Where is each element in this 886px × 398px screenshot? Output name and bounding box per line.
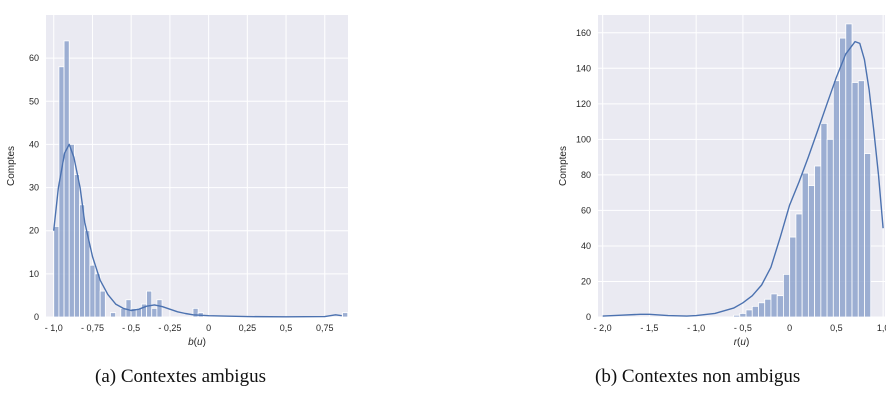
x-tick-label-a-1: - 0,75 (81, 323, 104, 333)
y-tick-label-a-4: 40 (29, 139, 39, 149)
histogram-bar-b-14 (820, 122, 828, 318)
histogram-bar-b-15 (826, 138, 834, 318)
histogram-bar-a-11 (110, 312, 117, 318)
y-tick-label-b-0: 0 (586, 312, 591, 322)
histogram-bar-b-18 (845, 23, 853, 318)
x-tick-label-a-0: - 1,0 (45, 323, 63, 333)
y-tick-label-a-0: 0 (34, 312, 39, 322)
y-tick-label-b-5: 100 (576, 134, 591, 144)
chart-a: - 1,0 - 0,75 - 0,5 - 0,25 0 0,25 0,5 0,75 0 10 20 3… (6, 15, 349, 348)
y-tick-label-b-6: 120 (576, 99, 591, 109)
histogram-bar-b-7 (776, 295, 784, 318)
x-tick-label-a-6: 0,5 (280, 323, 293, 333)
y-tick-label-a-2: 20 (29, 226, 39, 236)
histogram-bar-b-21 (864, 153, 872, 318)
histogram-bar-b-20 (857, 80, 865, 318)
histogram-bar-b-11 (801, 172, 809, 318)
histogram-bar-b-16 (832, 80, 840, 318)
histogram-bar-a-5 (79, 204, 86, 318)
histogram-bar-a-19 (151, 307, 158, 318)
x-tick-label-a-3: - 0,25 (158, 323, 181, 333)
histogram-bar-b-3 (751, 305, 759, 318)
histogram-bar-b-2 (745, 309, 753, 318)
x-tick-label-a-5: 0,25 (239, 323, 257, 333)
histogram-bar-b-12 (807, 185, 816, 318)
histogram-bar-a-56 (342, 312, 349, 318)
kde-curve-a (53, 143, 342, 318)
histogram-bar-a-2 (63, 40, 70, 318)
y-tick-label-a-5: 50 (29, 96, 39, 106)
histogram-bar-a-8 (94, 273, 101, 318)
y-tick-label-b-3: 60 (581, 205, 591, 215)
histogram-bar-b-17 (839, 37, 847, 318)
y-tick-label-b-8: 160 (576, 28, 591, 38)
caption-b: (b) Contextes non ambigus (595, 366, 801, 387)
x-axis-label-b: r(u) (734, 337, 750, 348)
histogram-bar-b-6 (770, 293, 778, 318)
histogram-bar-a-18 (146, 290, 153, 318)
x-tick-label-b-4: 0 (787, 323, 792, 333)
y-tick-label-b-4: 80 (581, 170, 591, 180)
y-tick-label-a-3: 30 (29, 183, 39, 193)
y-tick-label-b-7: 140 (576, 63, 591, 73)
histogram-bar-b-5 (764, 298, 772, 318)
histogram-bar-b-0 (733, 314, 741, 318)
y-tick-label-a-1: 10 (29, 269, 39, 279)
chart-b: - 2,0 - 1,5 - 1,0 - 0,5 0 0,5 1,0 0 20 40 60 80 100 1… (558, 15, 886, 348)
y-tick-label-a-6: 60 (29, 53, 39, 63)
histogram-bar-b-19 (851, 82, 859, 318)
x-tick-label-b-6: 1,0 (877, 323, 886, 333)
histogram-bar-a-4 (73, 174, 80, 318)
y-tick-label-b-2: 40 (581, 241, 591, 251)
histogram-bar-b-1 (739, 313, 747, 318)
histogram-bar-a-7 (89, 264, 96, 318)
histogram-bar-a-13 (120, 307, 127, 318)
histogram-bar-a-1 (58, 66, 65, 318)
y-tick-label-b-1: 20 (581, 276, 591, 286)
x-tick-label-b-0: - 2,0 (594, 323, 612, 333)
x-tick-label-a-7: 0,75 (316, 323, 334, 333)
kde-curve-b (602, 40, 884, 317)
x-tick-label-b-3: - 0,5 (734, 323, 752, 333)
histogram-bar-b-10 (795, 213, 803, 318)
caption-a: (a) Contextes ambigus (95, 366, 266, 387)
x-tick-label-a-2: - 0,5 (122, 323, 140, 333)
x-tick-label-b-2: - 1,0 (687, 323, 705, 333)
x-axis-label-a: b(u) (188, 337, 206, 348)
histogram-bar-b-13 (814, 165, 822, 318)
histogram-bar-a-9 (99, 290, 106, 318)
histogram-bar-b-9 (789, 236, 797, 318)
histogram-bar-a-14 (125, 299, 132, 318)
histogram-bar-b-4 (758, 302, 766, 318)
y-axis-label-b: Comptes (558, 146, 569, 186)
y-axis-label-a: Comptes (6, 146, 17, 186)
x-tick-label-a-4: 0 (206, 323, 211, 333)
x-tick-label-b-1: - 1,5 (640, 323, 658, 333)
x-tick-label-b-5: 0,5 (830, 323, 843, 333)
histogram-bar-b-8 (783, 273, 791, 318)
histogram-bar-a-3 (68, 144, 75, 318)
histogram-bar-a-20 (156, 299, 163, 318)
histogram-bar-a-0 (53, 225, 60, 318)
